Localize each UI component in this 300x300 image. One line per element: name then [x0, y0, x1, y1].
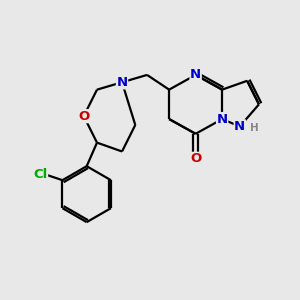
- Text: O: O: [78, 110, 89, 123]
- Text: O: O: [190, 152, 201, 165]
- Text: N: N: [217, 112, 228, 126]
- Text: N: N: [234, 120, 245, 133]
- Text: N: N: [190, 68, 201, 81]
- Text: Cl: Cl: [33, 168, 47, 181]
- Text: N: N: [116, 76, 128, 89]
- Text: H: H: [250, 123, 259, 133]
